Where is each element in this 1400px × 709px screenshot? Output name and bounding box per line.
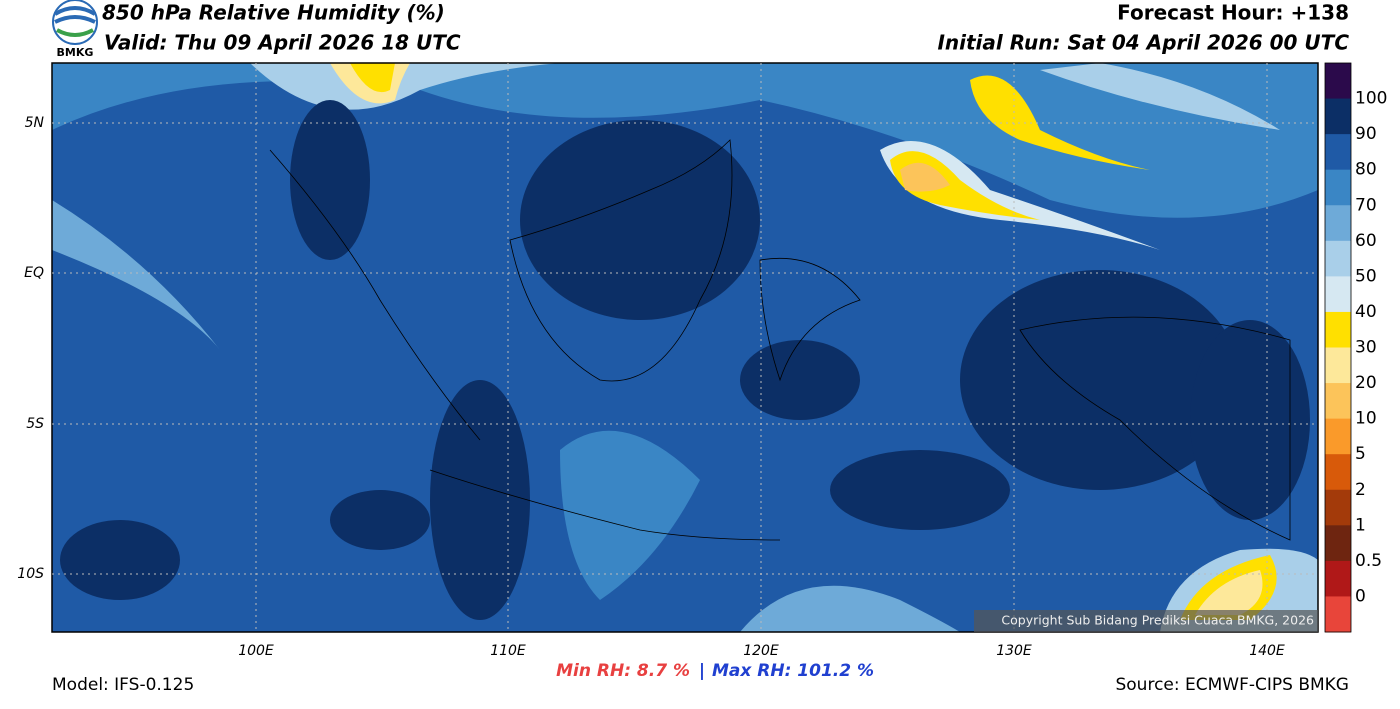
colorbar-segment [1325,311,1351,348]
lon-label: 130E [996,643,1032,659]
copyright-box [974,610,1318,632]
humidity-field [52,63,1318,632]
min-rh: Min RH: 8.7 % [556,661,690,681]
colorbar-label: 0.5 [1355,551,1382,571]
lon-label: 100E [238,643,274,659]
copyright: Copyright Sub Bidang Prediksi Cuaca BMKG… [1001,613,1314,628]
colorbar-label: 1 [1355,515,1366,535]
colorbar-segment [1325,205,1351,242]
model: Model: IFS-0.125 [52,675,194,695]
colorbar-label: 100 [1355,89,1387,109]
logo-text: BMKG [57,46,94,59]
colorbar-label: 50 [1355,266,1377,286]
forecast-hour: Forecast Hour: +138 [1117,1,1349,25]
lat-label: 10S [17,566,44,582]
colorbar-frame [1324,62,1352,633]
colorbar-label: 2 [1355,480,1366,500]
colorbar-segment [1325,98,1351,135]
colorbar-segment [1325,560,1351,597]
colorbar-segment [1325,418,1351,455]
lat-label: 5S [26,416,44,432]
colorbar-segment [1325,383,1351,420]
title: 850 hPa Relative Humidity (%) [102,1,445,25]
colorbar-label: 10 [1355,409,1377,429]
colorbar-label: 0 [1355,586,1366,606]
lat-label: EQ [24,265,44,281]
colorbar-segment [1325,276,1351,313]
colorbar-segment [1325,489,1351,526]
lat-label: 5N [25,115,45,131]
lon-label: 110E [490,643,526,659]
graticule [52,63,1318,632]
colorbar-segment [1325,63,1351,100]
colorbar-label: 60 [1355,231,1377,251]
colorbar-label: 80 [1355,160,1377,180]
colorbar-label: 90 [1355,124,1377,144]
colorbar-segment [1325,240,1351,277]
source: Source: ECMWF-CIPS BMKG [1115,675,1349,695]
colorbar-label: 20 [1355,373,1377,393]
colorbar-label: 5 [1355,444,1366,464]
colorbar-segment [1325,134,1351,171]
map-frame [51,62,1319,633]
colorbar-label: 30 [1355,338,1377,358]
initial-run: Initial Run: Sat 04 April 2026 00 UTC [937,31,1349,55]
colorbar-label: 70 [1355,195,1377,215]
colorbar-segment [1325,347,1351,384]
lon-label: 120E [743,643,779,659]
lon-label: 140E [1249,643,1285,659]
colorbar-label: 40 [1355,302,1377,322]
colorbar-segment [1325,454,1351,491]
colorbar-segment [1325,596,1351,633]
logo: BMKG [52,0,98,59]
valid-time: Valid: Thu 09 April 2026 18 UTC [104,31,461,55]
separator: | [699,661,705,681]
colorbar-segment [1325,525,1351,562]
max-rh: Max RH: 101.2 % [712,661,874,681]
colorbar-segment [1325,169,1351,206]
